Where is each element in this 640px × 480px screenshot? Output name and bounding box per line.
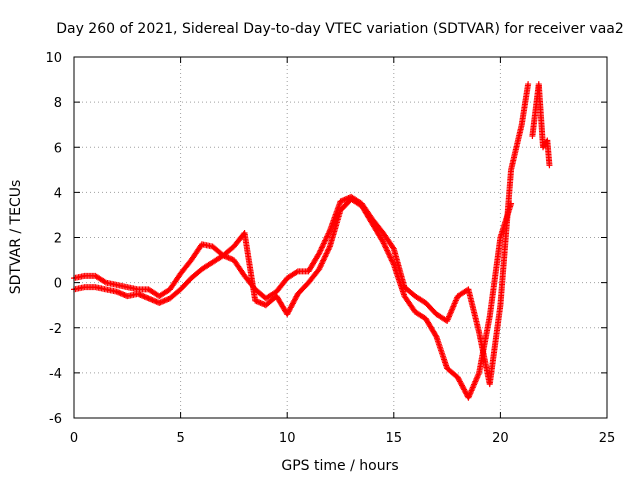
y-tick-label: 2 <box>54 232 62 247</box>
plot-frame <box>73 56 608 419</box>
grid-lines <box>74 57 607 418</box>
data-point <box>525 81 532 88</box>
y-tick-label: 8 <box>54 96 62 111</box>
y-tick-label: -2 <box>49 322 62 337</box>
data-point <box>293 269 300 276</box>
y-tick-label: 4 <box>54 186 62 201</box>
y-tick-label: -6 <box>49 412 62 427</box>
x-tick-label: 10 <box>279 431 296 446</box>
data-point <box>389 244 396 251</box>
data-point <box>101 278 108 285</box>
axis-ticks <box>73 56 608 419</box>
y-axis-label: SDTVAR / TECUs <box>8 180 24 295</box>
y-tick-label: 10 <box>45 51 62 66</box>
data-points <box>71 81 553 401</box>
y-tick-label: 6 <box>54 141 62 156</box>
chart-title: Day 260 of 2021, Sidereal Day-to-day VTE… <box>56 21 624 37</box>
y-tick-label: 0 <box>54 277 62 292</box>
x-tick-label: 0 <box>70 431 78 446</box>
x-tick-label: 5 <box>176 431 184 446</box>
data-point <box>546 162 553 169</box>
data-point <box>508 200 515 207</box>
x-tick-label: 20 <box>492 431 509 446</box>
data-point <box>432 332 439 339</box>
x-tick-label: 25 <box>599 431 616 446</box>
tick-labels: 0 5 10 15 20 25 -6 -4 -2 0 2 4 6 8 10 <box>45 51 615 446</box>
x-tick-label: 15 <box>386 431 403 446</box>
x-axis-label: GPS time / hours <box>281 458 398 474</box>
y-tick-label: -4 <box>49 367 62 382</box>
